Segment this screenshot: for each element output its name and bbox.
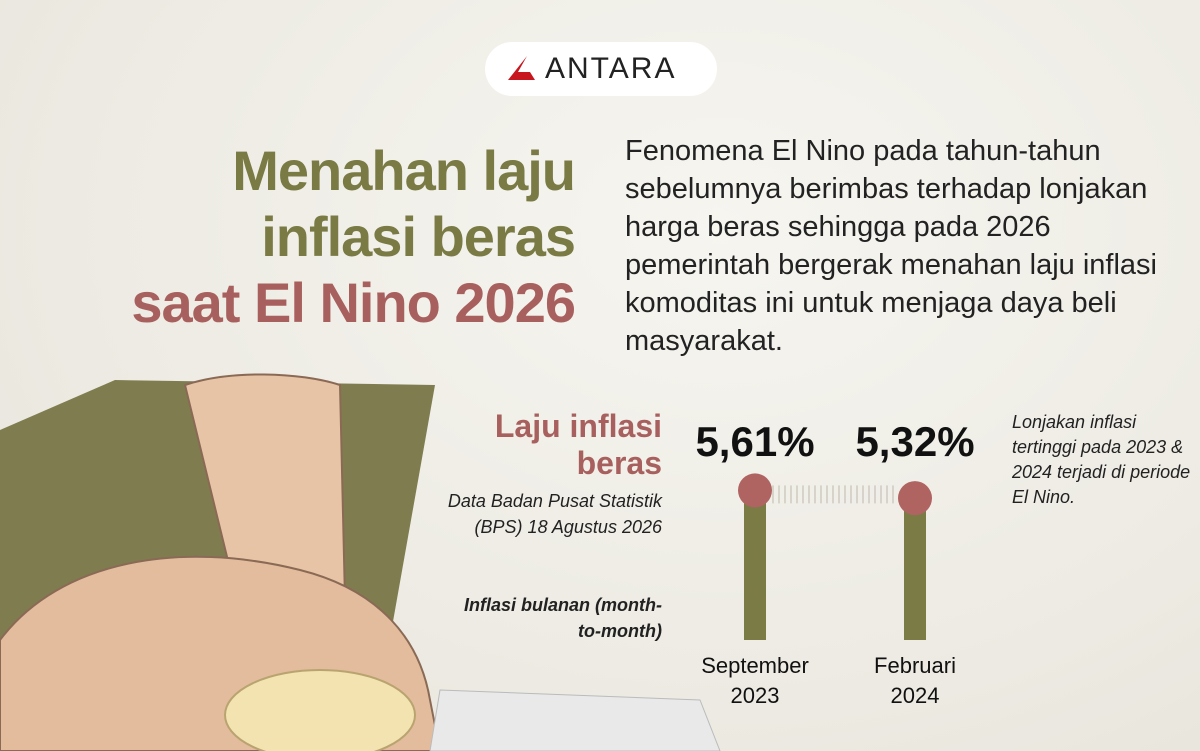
chart-title: Laju inflasi beras [494, 408, 662, 481]
sack-illustration [429, 689, 721, 751]
title-line: Menahan laju [232, 139, 576, 202]
title: Menahan laju inflasi beras saat El Nino … [131, 138, 576, 336]
logo-mark [508, 56, 535, 80]
logo-text: ANTARA [545, 52, 677, 85]
category-label-line: Februari [874, 653, 956, 678]
logo-badge [485, 42, 717, 96]
source: Data Badan Pusat Statistik (BPS) 18 Agus… [447, 491, 662, 537]
stem [904, 498, 926, 640]
rice-illustration [224, 669, 416, 751]
title-line: saat El Nino 2026 [131, 271, 576, 334]
category-label: Februari 2024 [874, 653, 956, 708]
measure: Inflasi bulanan (month-to-month) [464, 595, 662, 641]
value-label: 5,32% [855, 418, 974, 465]
annotation: Lonjakan inflasi tertinggi pada 2023 & 2… [1012, 412, 1191, 507]
stem [744, 490, 766, 640]
value-label: 5,61% [695, 418, 814, 465]
marker [738, 473, 772, 508]
title-line: inflasi beras [261, 205, 576, 268]
category-label-line: 2024 [891, 683, 940, 708]
category-label: September 2023 [701, 653, 809, 708]
category-label-line: 2023 [731, 683, 780, 708]
description: Fenomena El Nino pada tahun-tahun sebelu… [625, 135, 1157, 357]
marker [898, 481, 932, 516]
category-label-line: September [701, 653, 809, 678]
